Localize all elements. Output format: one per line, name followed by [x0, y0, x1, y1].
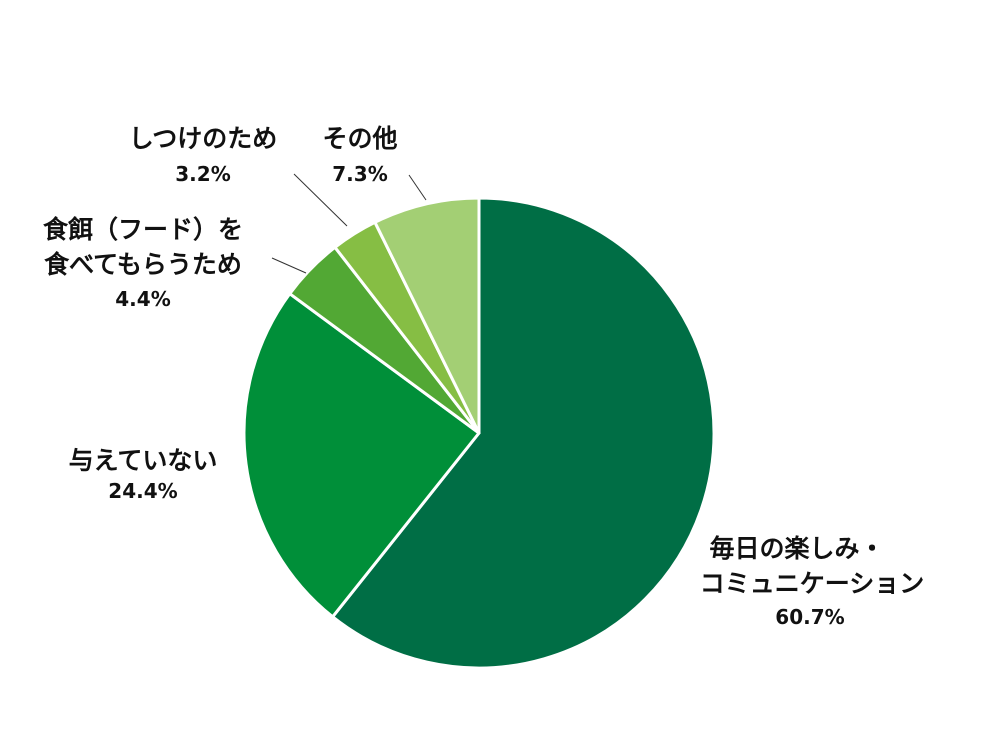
- slice-label-line: コミュニケーション: [700, 569, 925, 598]
- slice-label-line: しつけのため: [129, 124, 278, 153]
- leader-lines: [271, 173, 427, 274]
- slice-other: [373, 196, 481, 435]
- slice-label-daily-communication: 毎日の楽しみ・ コミュニケーション 60.7%: [700, 534, 925, 629]
- slice-label-line: その他: [322, 124, 397, 153]
- slice-percent-label: 60.7%: [775, 605, 844, 629]
- slice-label-line: 毎日の楽しみ・: [709, 534, 884, 563]
- slice-label-not-giving: 与えていない 24.4%: [69, 446, 218, 503]
- slice-label-line: 与えていない: [69, 446, 218, 475]
- pie-slices: [242, 196, 716, 670]
- slice-daily-communication: [331, 196, 716, 670]
- slice-label-other: その他 7.3%: [322, 124, 397, 186]
- slice-percent-label: 7.3%: [332, 162, 387, 186]
- leader-line-eat-food: [271, 257, 307, 274]
- slice-label-eat-food: 食餌（フード）を 食べてもらうため 4.4%: [43, 215, 243, 311]
- slice-percent-label: 3.2%: [175, 162, 230, 186]
- leader-line-training: [293, 173, 348, 227]
- slice-label-line: 食餌（フード）を: [43, 215, 243, 244]
- slice-label-line: 食べてもらうため: [44, 250, 242, 279]
- slice-label-training: しつけのため 3.2%: [129, 124, 278, 186]
- slice-not-giving: [242, 292, 481, 619]
- slice-percent-label: 24.4%: [108, 479, 177, 503]
- slice-percent-label: 4.4%: [115, 287, 170, 311]
- leader-line-other: [408, 174, 427, 201]
